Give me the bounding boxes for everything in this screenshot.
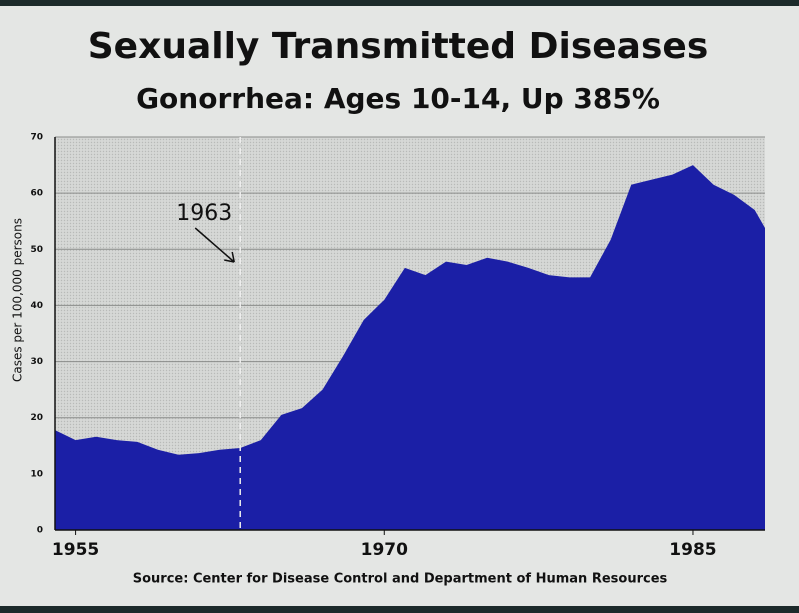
- y-tick-label: 30: [30, 357, 43, 367]
- chart-title: Sexually Transmitted Diseases: [88, 26, 709, 67]
- annotation-label: 1963: [176, 201, 232, 226]
- y-tick-label: 50: [30, 245, 43, 255]
- y-axis-label: Cases per 100,000 persons: [11, 218, 25, 382]
- x-tick-label: 1955: [52, 540, 99, 560]
- y-tick-label: 40: [30, 301, 43, 311]
- x-tick-label: 1970: [361, 540, 408, 560]
- y-tick-label: 10: [30, 469, 43, 479]
- source-note: Source: Center for Disease Control and D…: [133, 572, 668, 587]
- y-tick-label: 20: [30, 413, 43, 423]
- chart-subtitle: Gonorrhea: Ages 10-14, Up 385%: [136, 82, 660, 115]
- area: [55, 165, 765, 531]
- x-tick-label: 1985: [669, 540, 716, 560]
- annotation-arrow: [194, 227, 235, 263]
- y-tick-label: 0: [37, 526, 43, 536]
- y-tick-label: 70: [30, 133, 43, 143]
- y-tick-label: 60: [30, 189, 43, 199]
